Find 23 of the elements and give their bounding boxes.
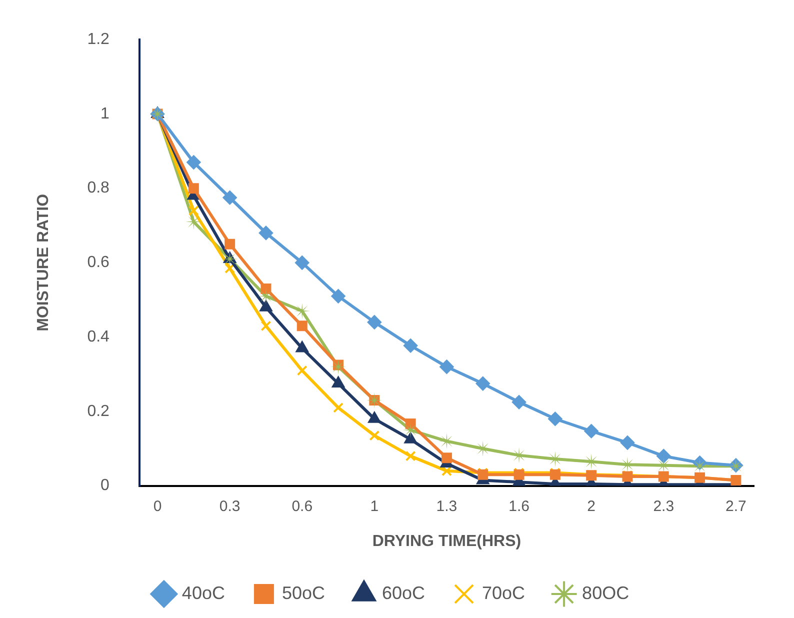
x-tick-label: 2 <box>587 498 596 515</box>
x-tick-label: 1.6 <box>508 498 530 515</box>
y-tick-label: 0.4 <box>87 328 110 346</box>
x-axis-title: DRYING TIME(HRS) <box>372 532 522 550</box>
x-tick-label: 2.7 <box>725 498 746 515</box>
x-tick-label: 0 <box>153 498 162 515</box>
x-tick-label: 0.3 <box>219 498 240 515</box>
legend-label: 50oC <box>282 582 325 603</box>
y-tick-label: 0.8 <box>87 180 110 197</box>
legend-label: 40oC <box>182 582 225 603</box>
legend-label: 60oC <box>382 582 426 603</box>
legend-label: 70oC <box>482 582 526 603</box>
y-tick-label: 1 <box>100 105 110 122</box>
x-tick-label: 1.3 <box>436 498 458 515</box>
y-tick-label: 0 <box>100 477 110 494</box>
y-tick-label: 0.2 <box>87 402 110 420</box>
y-tick-label: 0.6 <box>87 254 110 272</box>
x-tick-label: 0.6 <box>292 498 313 515</box>
x-tick-label: 1 <box>370 498 379 515</box>
y-axis-title: MOISTURE RATIO <box>35 194 52 332</box>
x-tick-label: 2.3 <box>653 498 674 515</box>
legend-label: 80OC <box>582 582 630 603</box>
y-tick-label: 1.2 <box>87 31 110 48</box>
